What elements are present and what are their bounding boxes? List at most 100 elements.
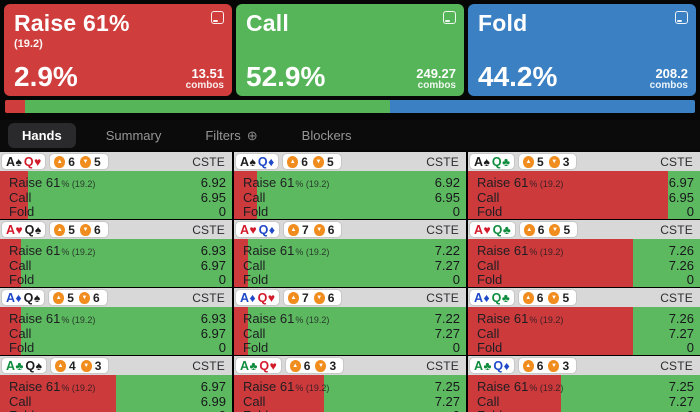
- shield-up-icon: ▲: [289, 359, 301, 372]
- hand-cell[interactable]: A ♦ Q ♥ ▲ 7 ▼ 6 CSTE: [234, 288, 466, 355]
- summary-box-fold[interactable]: Fold 44.2% 208.2 combos: [468, 4, 696, 96]
- hand-cell[interactable]: A ♠ Q ♣ ▲ 5 ▼ 3 CSTE: [468, 152, 700, 219]
- up-rank-value: 5: [68, 222, 75, 237]
- suit-icon: ♣: [501, 290, 510, 305]
- call-label: Call: [477, 190, 500, 205]
- suit-icon: ♠: [483, 154, 490, 169]
- rank-badges-pill: ▲ 7 ▼ 6: [284, 222, 342, 237]
- card: Q ♥: [259, 359, 276, 373]
- down-rank-value: 6: [327, 290, 335, 305]
- tab-blockers[interactable]: Blockers: [301, 127, 352, 143]
- raise-label-suffix: % (19.2): [295, 383, 330, 393]
- hand-cell[interactable]: A ♣ Q ♦ ▲ 6 ▼ 3 CSTE: [468, 356, 700, 412]
- call-label: Call: [243, 190, 266, 205]
- hand-strategy-body: Raise 61% (19.2) 7.26 Call 7.26 Fold 0: [468, 239, 700, 287]
- call-row: Call 6.97: [9, 327, 226, 341]
- fold-ev-value: 0: [687, 409, 694, 412]
- tab-summary[interactable]: Summary: [105, 127, 162, 143]
- tab-hands[interactable]: Hands: [8, 122, 76, 148]
- hand-cell-header: A ♣ Q ♠ ▲ 4 ▼ 3 CSTE: [0, 356, 232, 375]
- card-rank: Q: [491, 290, 502, 305]
- card-rank: Q: [259, 358, 270, 373]
- call-row: Call 6.97: [9, 259, 226, 273]
- hand-cell-header: A ♥ Q ♣ ▲ 6 ▼ 5 CSTE: [468, 220, 700, 239]
- raise-ev-value: 7.25: [434, 379, 460, 394]
- raise-frequency-fill: [234, 239, 248, 287]
- raise-frequency-fill: [468, 307, 633, 355]
- suit-icon: ♦: [249, 290, 256, 305]
- summary-box-call[interactable]: Call 52.9% 249.27 combos: [236, 4, 464, 96]
- raise-frequency-fill: [0, 375, 116, 412]
- fold-row: Fold 0: [9, 273, 226, 287]
- call-label: Call: [9, 394, 32, 409]
- hand-cell[interactable]: A ♥ Q ♦ ▲ 7 ▼ 6 CSTE: [234, 220, 466, 287]
- raise-ev-value: 6.93: [200, 311, 226, 326]
- hand-strategy-body: Raise 61% (19.2) 7.25 Call 7.27 Fold 0: [468, 375, 700, 412]
- call-row: Call 6.95: [9, 191, 226, 205]
- card-rank: Q: [23, 154, 34, 169]
- raise-row: Raise 61% (19.2) 7.22: [243, 244, 460, 259]
- raise-row: Raise 61% (19.2) 7.26: [477, 312, 694, 327]
- hand-cell[interactable]: A ♣ Q ♠ ▲ 4 ▼ 3 CSTE: [0, 356, 232, 412]
- call-ev-value: 6.97: [200, 258, 226, 273]
- hand-cards-pill: A ♥ Q ♦: [236, 222, 280, 237]
- suit-icon: ♥: [15, 222, 23, 237]
- card: Q ♣: [492, 155, 510, 169]
- call-row: Call 6.95: [243, 191, 460, 205]
- card-rank: Q: [24, 222, 35, 237]
- hand-cell[interactable]: A ♠ Q ♦ ▲ 6 ▼ 5 CSTE: [234, 152, 466, 219]
- card: Q ♣: [492, 291, 510, 305]
- shield-down-icon: ▼: [548, 155, 560, 168]
- details-icon[interactable]: [675, 11, 688, 24]
- frequency-value: 52.9%: [246, 61, 326, 92]
- combos-label: combos: [649, 79, 688, 91]
- raise-frequency-fill: [234, 375, 325, 412]
- fold-ev-value: 0: [686, 272, 694, 287]
- shield-down-icon: ▼: [79, 223, 91, 236]
- card-rank: Q: [25, 358, 36, 373]
- summary-box-raise[interactable]: Raise 61% (19.2) 2.9% 13.51 combos: [4, 4, 232, 96]
- details-icon[interactable]: [443, 11, 456, 24]
- suit-icon: ♦: [503, 358, 510, 373]
- raise-label: Raise 61: [9, 243, 61, 258]
- filters-add-icon[interactable]: ⊕: [246, 127, 258, 143]
- call-label: Call: [9, 190, 32, 205]
- cell-tag: CSTE: [426, 358, 459, 373]
- up-rank-value: 6: [536, 358, 544, 373]
- shield-up-icon: ▲: [523, 223, 535, 236]
- shield-up-icon: ▲: [54, 155, 66, 168]
- fold-label: Fold: [243, 272, 269, 287]
- card: Q ♦: [259, 223, 275, 237]
- rank-badges-pill: ▲ 6 ▼ 5: [519, 222, 578, 237]
- shield-down-icon: ▼: [548, 291, 560, 304]
- card-rank: Q: [493, 358, 504, 373]
- hand-cell[interactable]: A ♥ Q ♠ ▲ 5 ▼ 6 CSTE: [0, 220, 232, 287]
- card: Q ♠: [24, 291, 41, 305]
- card: A ♣: [240, 359, 257, 373]
- rank-badges-pill: ▲ 6 ▼ 5: [50, 154, 108, 169]
- hand-cards-pill: A ♣ Q ♠: [2, 358, 47, 373]
- card-rank: A: [240, 290, 250, 305]
- details-icon[interactable]: [211, 11, 224, 24]
- call-row: Call 6.95: [477, 191, 694, 205]
- hand-cell[interactable]: A ♠ Q ♥ ▲ 6 ▼ 5 CSTE: [0, 152, 232, 219]
- tab-filters[interactable]: Filters ⊕: [205, 127, 258, 143]
- raise-label-suffix: % (19.2): [61, 247, 96, 257]
- action-title: Call: [246, 10, 289, 36]
- hand-cell[interactable]: A ♥ Q ♣ ▲ 6 ▼ 5 CSTE: [468, 220, 700, 287]
- hand-cards-pill: A ♦ Q ♥: [236, 290, 280, 305]
- hand-cards-pill: A ♥ Q ♠: [2, 222, 46, 237]
- hand-strategy-body: Raise 61% (19.2) 7.25 Call 7.27 Fold 0: [234, 375, 466, 412]
- hand-cell[interactable]: A ♦ Q ♠ ▲ 5 ▼ 6 CSTE: [0, 288, 232, 355]
- hand-cell[interactable]: A ♣ Q ♥ ▲ 6 ▼ 3 CSTE: [234, 356, 466, 412]
- hand-cell[interactable]: A ♦ Q ♣ ▲ 6 ▼ 5 CSTE: [468, 288, 700, 355]
- card: A ♣: [474, 359, 491, 373]
- up-rank-value: 6: [536, 290, 544, 305]
- hand-strategy-body: Raise 61% (19.2) 7.22 Call 7.27 Fold 0: [234, 239, 466, 287]
- fold-row: Fold 0: [243, 341, 460, 355]
- raise-row: Raise 61% (19.2) 6.93: [9, 244, 226, 259]
- hands-grid: A ♠ Q ♥ ▲ 6 ▼ 5 CSTE: [0, 152, 700, 412]
- fold-label: Fold: [9, 409, 34, 412]
- card-rank: A: [6, 222, 16, 237]
- call-row: Call 7.26: [477, 259, 694, 273]
